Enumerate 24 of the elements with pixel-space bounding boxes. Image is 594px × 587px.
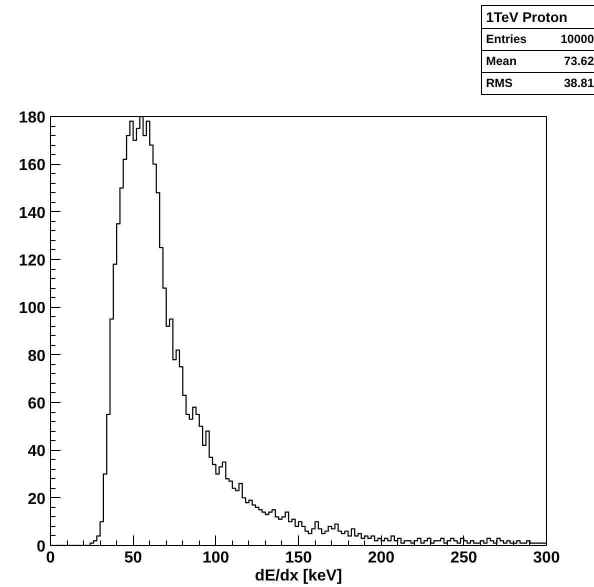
text: 73.62 [544,50,594,73]
text: 10000 [544,28,594,51]
y-tick-label: 180 [18,110,46,126]
y-tick-label: 120 [18,252,46,270]
text: 38.81 [544,72,594,95]
text: RMS [482,72,545,95]
x-tick-label: 100 [202,550,230,566]
y-tick-label: 40 [28,443,46,460]
x-axis-title: dE/dx [keV] [254,568,342,584]
y-tick-label: 80 [28,348,46,365]
x-tick-label: 200 [368,550,395,566]
x-tick-label: 250 [450,550,478,566]
y-tick-label: 0 [36,538,46,556]
y-tick-label: 60 [28,396,46,412]
y-tick-label: 140 [18,204,46,222]
y-tick-label: 20 [28,490,46,508]
text: Entries [482,28,545,51]
x-tick-label: 300 [533,550,560,566]
x-tick-label: 50 [124,550,142,566]
y-tick-label: 160 [18,157,46,174]
y-tick-label: 100 [18,300,46,318]
text: Mean [482,50,545,73]
x-tick-label: 150 [285,550,312,566]
chart-title: 1TeV Proton [485,8,568,27]
